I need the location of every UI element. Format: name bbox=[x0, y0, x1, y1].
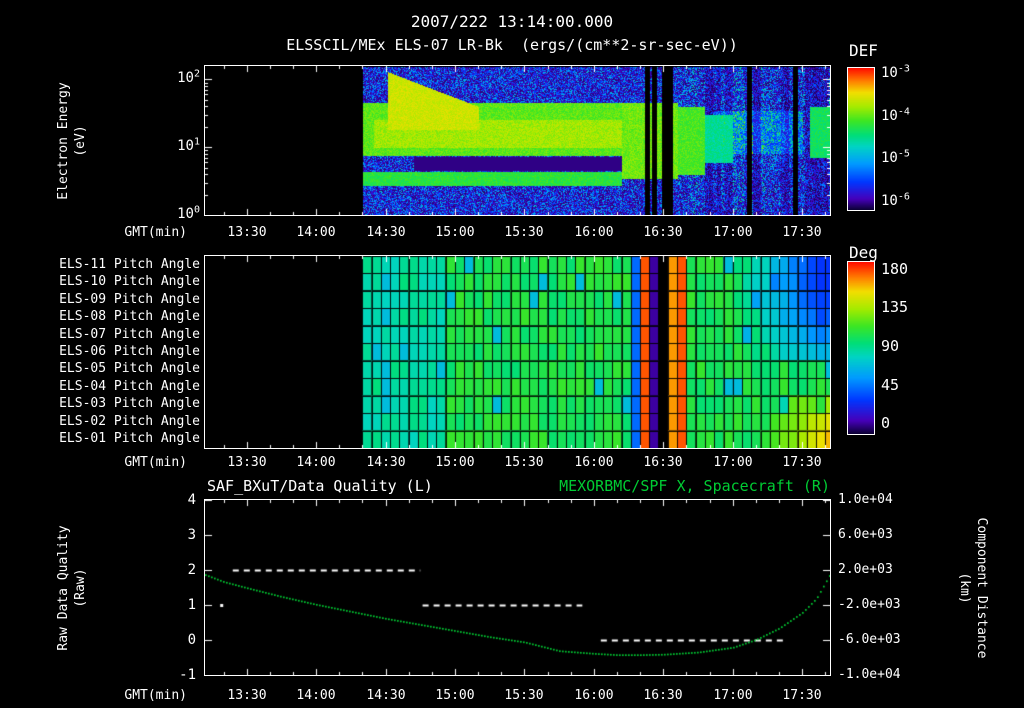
energy-tick-label: 100 bbox=[177, 204, 200, 222]
time-tick-label-row2: 15:30 bbox=[504, 455, 544, 470]
quality-tick-label: 2 bbox=[187, 562, 196, 578]
pitch-row-label: ELS-03 Pitch Angle bbox=[59, 396, 200, 411]
pitch-row-label: ELS-01 Pitch Angle bbox=[59, 431, 200, 446]
deg-tick-label: 90 bbox=[881, 337, 900, 355]
distance-tick-label: -6.0e+03 bbox=[838, 632, 901, 647]
pitch-row-label: ELS-05 Pitch Angle bbox=[59, 361, 200, 376]
time-tick-label-row2: 14:30 bbox=[366, 455, 406, 470]
quality-tick-label: -1 bbox=[179, 667, 196, 683]
time-tick-label-row3: 17:00 bbox=[713, 688, 753, 703]
time-tick-label-row1: 17:00 bbox=[713, 225, 753, 240]
time-tick-label-row3: 14:30 bbox=[366, 688, 406, 703]
pitch-row-label: ELS-07 Pitch Angle bbox=[59, 327, 200, 342]
def-tick-label: 10-3 bbox=[881, 63, 910, 81]
energy-spectrogram-heatmap bbox=[204, 65, 831, 216]
deg-tick-label: 45 bbox=[881, 376, 900, 394]
distance-tick-label: 1.0e+04 bbox=[838, 492, 893, 507]
page-title: 2007/222 13:14:00.000 bbox=[410, 12, 614, 31]
def-tick-label: 10-6 bbox=[881, 191, 910, 209]
left-plot-title: SAF_BXuT/Data Quality (L) bbox=[207, 477, 433, 495]
distance-y-axis-label-line2: (km) bbox=[957, 572, 972, 604]
quality-y-axis-label-line2: (Raw) bbox=[73, 568, 88, 608]
time-tick-label-row2: 15:00 bbox=[435, 455, 475, 470]
def-tick-label: 10-5 bbox=[881, 148, 910, 166]
time-tick-label-row1: 15:00 bbox=[435, 225, 475, 240]
time-tick-label-row2: 16:00 bbox=[574, 455, 614, 470]
time-tick-label-row3: 14:00 bbox=[296, 688, 336, 703]
time-tick-label-row1: 16:30 bbox=[643, 225, 683, 240]
time-tick-label-row2: 17:30 bbox=[782, 455, 822, 470]
pitch-row-label: ELS-10 Pitch Angle bbox=[59, 274, 200, 289]
def-tick-label: 10-4 bbox=[881, 106, 910, 124]
pitch-row-label: ELS-09 Pitch Angle bbox=[59, 292, 200, 307]
time-tick-label-row1: 13:30 bbox=[227, 225, 267, 240]
quality-tick-label: 3 bbox=[187, 527, 196, 543]
page-subtitle: ELSSCIL/MEx ELS-07 LR-Bk (ergs/(cm**2-sr… bbox=[286, 36, 738, 54]
deg-tick-label: 180 bbox=[881, 260, 909, 278]
pitch-row-label: ELS-02 Pitch Angle bbox=[59, 414, 200, 429]
time-tick-label-row2: 13:30 bbox=[227, 455, 267, 470]
pitch-angle-heatmap bbox=[204, 255, 831, 449]
gmt-axis-label-2: GMT(min) bbox=[124, 455, 187, 470]
time-tick-label-row1: 15:30 bbox=[504, 225, 544, 240]
pitch-row-label: ELS-11 Pitch Angle bbox=[59, 257, 200, 272]
pitch-row-label: ELS-06 Pitch Angle bbox=[59, 344, 200, 359]
time-tick-label-row3: 13:30 bbox=[227, 688, 267, 703]
distance-tick-label: 2.0e+03 bbox=[838, 562, 893, 577]
quality-tick-label: 4 bbox=[187, 492, 196, 508]
time-tick-label-row3: 16:30 bbox=[643, 688, 683, 703]
spectrogram-y-axis-label-line2: (eV) bbox=[73, 125, 88, 157]
distance-y-axis-label-line1: Component Distance bbox=[974, 517, 989, 659]
deg-colorbar-bar bbox=[847, 261, 875, 435]
spectrogram-y-axis-label-line1: Electron Energy bbox=[56, 82, 71, 200]
distance-tick-label: -1.0e+04 bbox=[838, 667, 901, 682]
distance-tick-label: 6.0e+03 bbox=[838, 527, 893, 542]
gmt-axis-label-1: GMT(min) bbox=[124, 225, 187, 240]
time-tick-label-row3: 15:00 bbox=[435, 688, 475, 703]
time-tick-label-row2: 16:30 bbox=[643, 455, 683, 470]
time-tick-label-row1: 14:00 bbox=[296, 225, 336, 240]
time-tick-label-row1: 17:30 bbox=[782, 225, 822, 240]
distance-tick-label: -2.0e+03 bbox=[838, 597, 901, 612]
deg-colorbar-title: Deg bbox=[849, 243, 878, 262]
pitch-row-label: ELS-04 Pitch Angle bbox=[59, 379, 200, 394]
right-plot-title: MEXORBMC/SPF X, Spacecraft (R) bbox=[559, 477, 830, 495]
time-tick-label-row1: 16:00 bbox=[574, 225, 614, 240]
time-tick-label-row2: 17:00 bbox=[713, 455, 753, 470]
gmt-axis-label-3: GMT(min) bbox=[124, 688, 187, 703]
quality-tick-label: 0 bbox=[187, 632, 196, 648]
time-tick-label-row3: 17:30 bbox=[782, 688, 822, 703]
quality-tick-label: 1 bbox=[187, 597, 196, 613]
energy-tick-label: 102 bbox=[177, 68, 200, 86]
energy-tick-label: 101 bbox=[177, 136, 200, 154]
time-tick-label-row1: 14:30 bbox=[366, 225, 406, 240]
quality-distance-plot bbox=[204, 499, 831, 676]
def-colorbar-title: DEF bbox=[849, 41, 878, 60]
pitch-row-label: ELS-08 Pitch Angle bbox=[59, 309, 200, 324]
time-tick-label-row2: 14:00 bbox=[296, 455, 336, 470]
time-tick-label-row3: 16:00 bbox=[574, 688, 614, 703]
time-tick-label-row3: 15:30 bbox=[504, 688, 544, 703]
deg-tick-label: 0 bbox=[881, 414, 891, 432]
deg-tick-label: 135 bbox=[881, 298, 909, 316]
def-colorbar bbox=[847, 67, 875, 211]
quality-y-axis-label-line1: Raw Data Quality bbox=[56, 525, 71, 651]
